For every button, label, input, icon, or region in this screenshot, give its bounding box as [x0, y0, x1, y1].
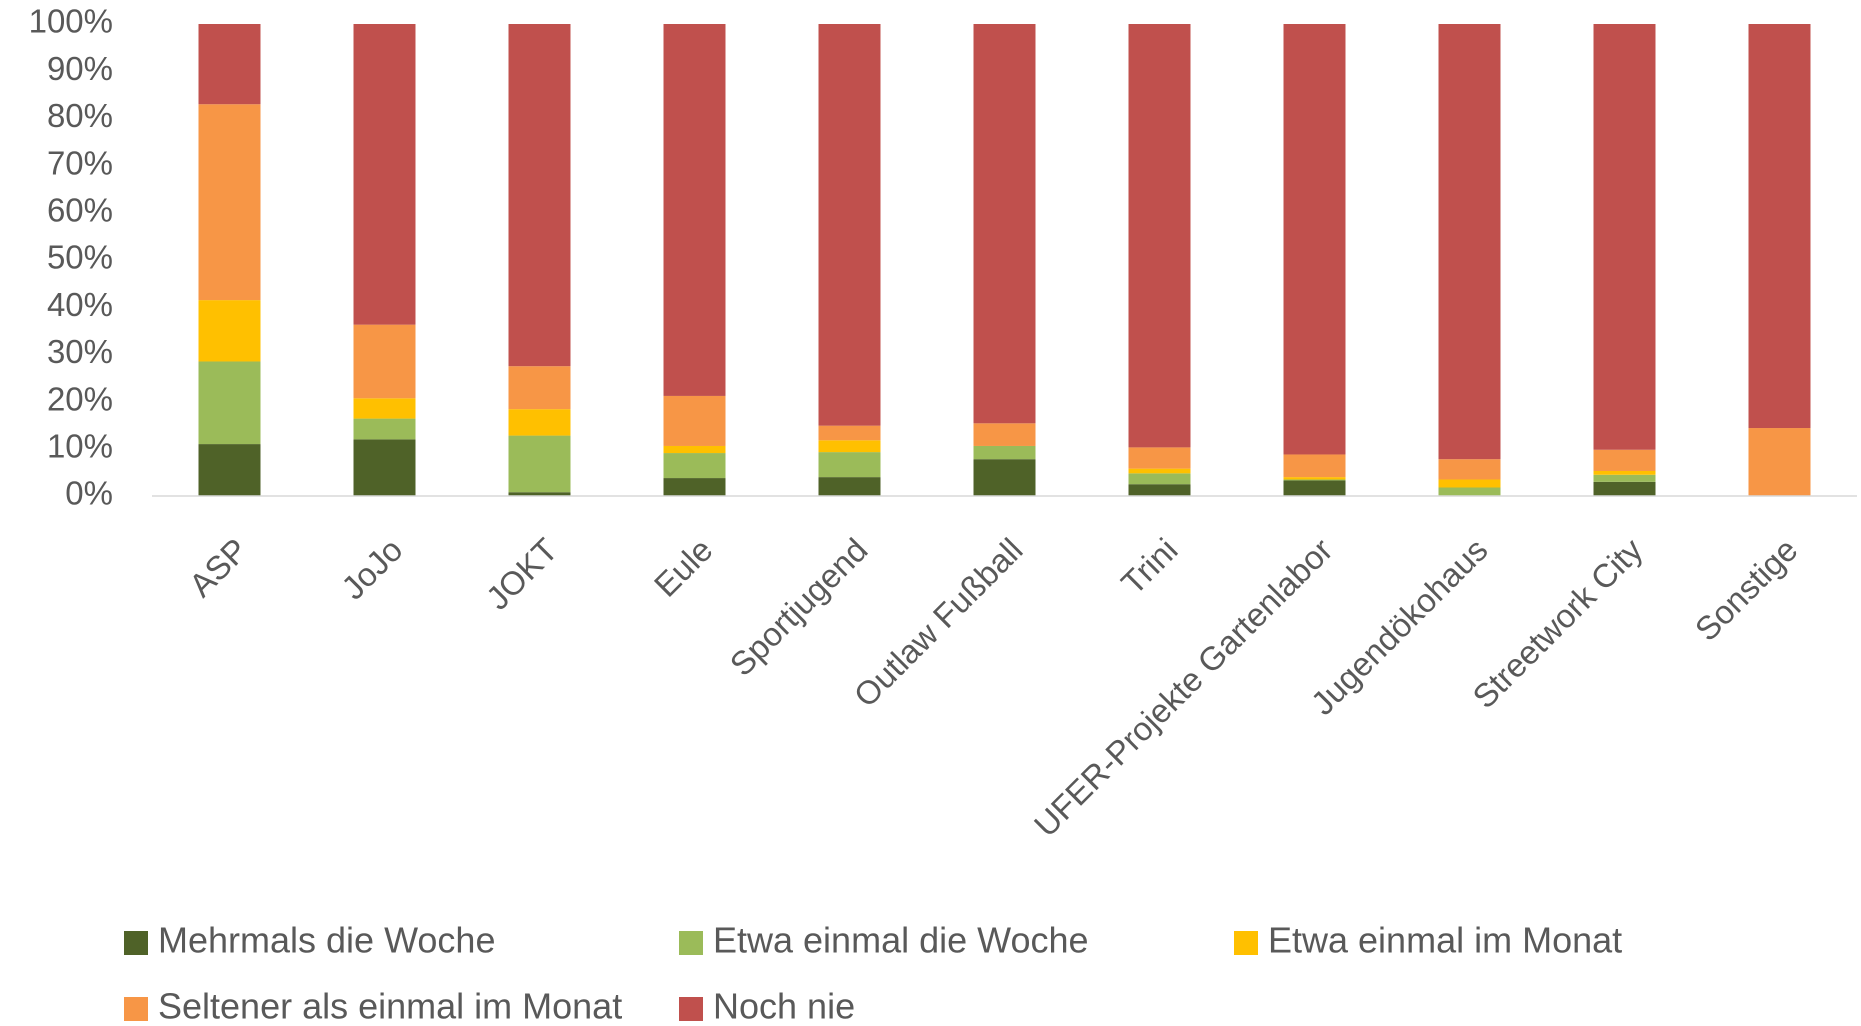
x-tick-label: Eule: [647, 531, 720, 604]
bar-segment: [663, 445, 726, 454]
bar-segment: [1438, 487, 1501, 496]
x-tick-label: UFER-Projekte Gartenlabor: [1027, 531, 1340, 844]
x-tick-label: JOKT: [479, 531, 565, 617]
legend-label: Mehrmals die Woche: [158, 920, 495, 961]
x-tick-label: Sonstige: [1688, 531, 1805, 648]
legend-label: Seltener als einmal im Monat: [158, 986, 622, 1026]
bar-segment: [818, 425, 881, 441]
legend-label: Etwa einmal im Monat: [1268, 920, 1622, 961]
x-tick-label: Trini: [1114, 531, 1185, 602]
bar-segment: [663, 453, 726, 479]
y-tick-label: 80%: [47, 97, 113, 134]
x-tick-label: Outlaw Fußball: [847, 531, 1030, 714]
bar-segment: [663, 478, 726, 496]
bar-segment: [973, 423, 1036, 446]
bar-segment: [1128, 24, 1191, 448]
bar-segment: [1128, 473, 1191, 485]
bar-segment: [1283, 24, 1346, 455]
y-tick-label: 90%: [47, 50, 113, 87]
bar-segment: [973, 459, 1036, 496]
bar-segment: [1438, 24, 1501, 460]
x-tick-label: JoJo: [334, 531, 409, 606]
bar-segment: [818, 24, 881, 426]
legend-swatch: [679, 997, 703, 1021]
bar-segment: [1593, 474, 1656, 482]
bar-segment: [353, 24, 416, 325]
bar-segment: [663, 24, 726, 396]
bar-segment: [818, 452, 881, 478]
bar-segment: [198, 444, 261, 496]
bar-segment: [818, 440, 881, 453]
bar-segment: [663, 395, 726, 446]
legend-swatch: [679, 931, 703, 955]
bar-segment: [508, 366, 571, 410]
bar-segment: [353, 418, 416, 440]
bar-segment: [508, 435, 571, 493]
bar-segment: [198, 361, 261, 445]
bar-segment: [508, 409, 571, 436]
x-tick-label: ASP: [182, 531, 255, 604]
bar-segment: [1748, 24, 1811, 429]
bar-segment: [1593, 481, 1656, 496]
x-tick-label: Sportjugend: [723, 531, 875, 683]
bar-segment: [1748, 428, 1811, 496]
bar-segment: [1593, 449, 1656, 471]
y-tick-label: 10%: [47, 428, 113, 465]
bar-segment: [973, 24, 1036, 424]
bar-segment: [1438, 459, 1501, 480]
y-tick-label: 100%: [29, 3, 113, 40]
bar-segment: [973, 445, 1036, 460]
legend-label: Etwa einmal die Woche: [713, 920, 1089, 961]
bar-segment: [508, 24, 571, 367]
bar-segment: [1283, 477, 1346, 480]
y-tick-label: 0%: [65, 475, 113, 512]
bar-segment: [198, 104, 261, 301]
bar-segment: [1128, 484, 1191, 496]
bar-segment: [1283, 479, 1346, 481]
bar-segment: [1128, 468, 1191, 474]
bar-segment: [508, 492, 571, 496]
bar-segment: [1593, 470, 1656, 475]
bar-segment: [1283, 480, 1346, 496]
bar-segment: [198, 24, 261, 105]
y-tick-label: 20%: [47, 380, 113, 417]
y-tick-label: 70%: [47, 144, 113, 181]
legend-swatch: [124, 997, 148, 1021]
legend-swatch: [124, 931, 148, 955]
bar-segment: [353, 324, 416, 399]
bar-segment: [353, 439, 416, 496]
y-tick-label: 40%: [47, 286, 113, 323]
bar-segment: [1283, 454, 1346, 478]
y-tick-label: 30%: [47, 333, 113, 370]
bar-segment: [1128, 447, 1191, 469]
bar-segment: [1438, 479, 1501, 488]
y-tick-label: 60%: [47, 192, 113, 229]
legend-label: Noch nie: [713, 986, 855, 1026]
legend-swatch: [1234, 931, 1258, 955]
bar-segment: [353, 398, 416, 419]
y-tick-label: 50%: [47, 239, 113, 276]
bar-segment: [198, 300, 261, 362]
bar-segment: [1593, 24, 1656, 450]
bar-segment: [818, 477, 881, 496]
